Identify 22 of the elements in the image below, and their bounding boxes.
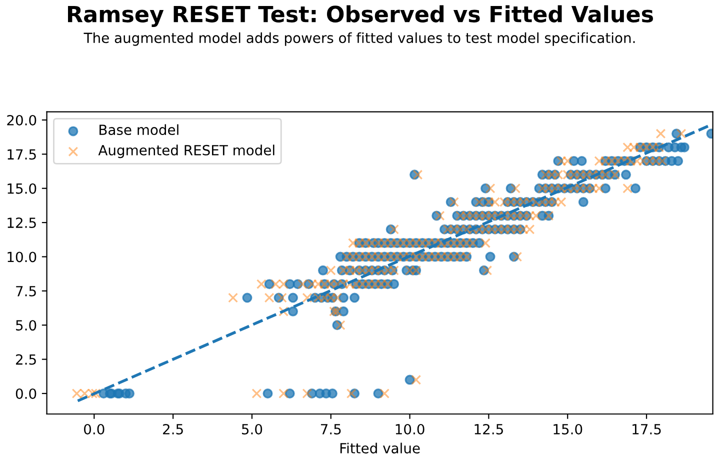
y-tick-label: 10.0 — [8, 252, 36, 262]
x-tick-label: 5.0 — [242, 424, 262, 434]
y-tick-label: 5.0 — [16, 320, 36, 331]
y-tick-label: 17.5 — [8, 149, 36, 160]
chart-title: Ramsey RESET Test: Observed vs Fitted Values — [68, 5, 653, 27]
y-tick-label: 2.5 — [16, 354, 36, 365]
y-tick-label: 15.0 — [8, 183, 36, 194]
x-tick-label: 10.0 — [396, 424, 424, 434]
legend-label: Base model — [100, 124, 178, 136]
x-tick-label: 7.5 — [320, 424, 341, 434]
x-tick-label: 2.5 — [163, 424, 183, 434]
y-tick-label: 12.5 — [8, 218, 36, 228]
y-tick-label: 0.0 — [16, 388, 36, 399]
legend-label: Augmented RESET model — [98, 144, 274, 158]
x-tick-label: 12.5 — [474, 424, 503, 434]
chart-subtitle: The augmented model adds powers of fitted values to test model specification. — [84, 32, 635, 46]
x-tick-label: 0.0 — [84, 424, 104, 434]
x-tick-label: 15.0 — [554, 424, 582, 434]
x-tick-label: 17.5 — [632, 424, 661, 434]
y-tick-label: 7.5 — [16, 286, 36, 296]
y-tick-label: 20.0 — [7, 114, 36, 126]
x-axis-title: Fitted value — [340, 442, 420, 454]
